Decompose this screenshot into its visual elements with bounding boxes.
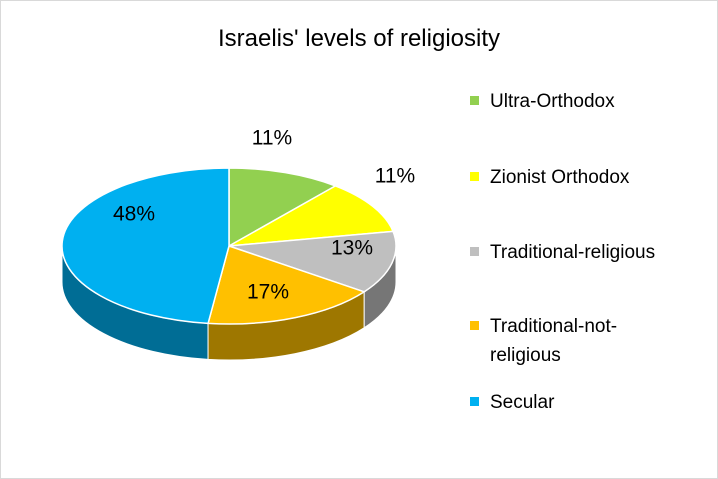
legend-swatch: [470, 397, 479, 406]
legend-label: Secular: [490, 392, 555, 413]
legend-item-secular: Secular: [468, 388, 713, 417]
chart-title: Israelis' levels of religiosity: [217, 25, 500, 52]
legend-label: Ultra-Orthodox: [490, 91, 615, 112]
legend-swatch: [470, 247, 479, 256]
pie-slice-3: [207, 245, 366, 325]
pie-top: [61, 167, 397, 325]
data-label-4: 48%: [113, 203, 155, 226]
legend: Ultra-Orthodox Zionist Orthodox Traditio…: [468, 87, 713, 413]
pie-slice-0: [228, 167, 338, 248]
pie-slice-4: [61, 167, 230, 325]
legend-label: Traditional-not-religious: [490, 316, 618, 366]
legend-item-zionist-orthodox: Zionist Orthodox: [468, 163, 713, 192]
legend-label: Traditional-religious: [490, 242, 656, 263]
legend-label: Zionist Orthodox: [490, 167, 630, 188]
legend-item-ultra-orthodox: Ultra-Orthodox: [468, 87, 713, 116]
legend-item-traditional-not-religious: Traditional-not-religious: [468, 312, 675, 370]
data-label-3: 17%: [247, 281, 289, 304]
legend-swatch: [470, 96, 479, 105]
data-label-2: 13%: [331, 237, 373, 260]
data-label-0: 11%: [252, 127, 292, 150]
pie-slice-1: [228, 185, 395, 247]
pie-slice-2: [228, 230, 397, 293]
legend-item-traditional-religious: Traditional-religious: [468, 238, 713, 267]
legend-swatch: [470, 321, 479, 330]
data-label-1: 11%: [375, 165, 415, 188]
legend-swatch: [470, 172, 479, 181]
